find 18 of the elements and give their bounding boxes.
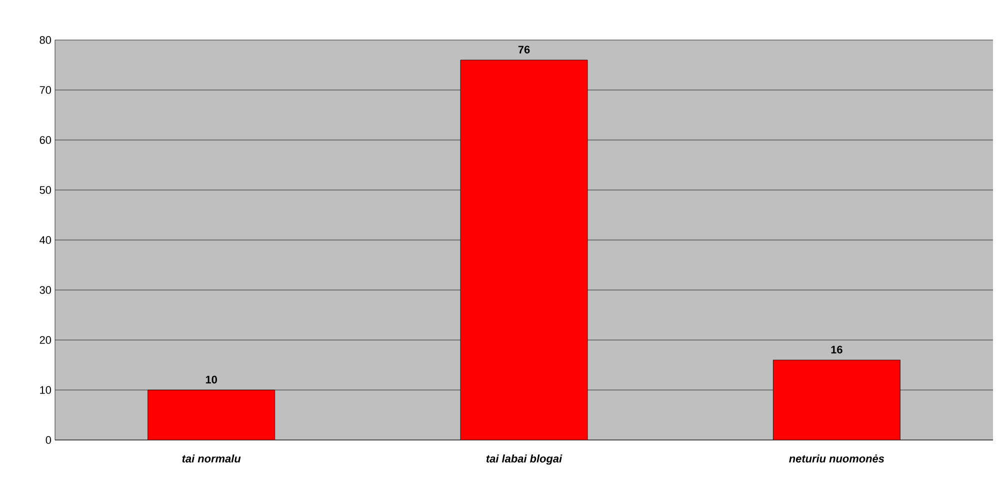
x-tick-label: tai normalu <box>182 454 241 463</box>
y-tick-label: 70 <box>40 86 52 94</box>
x-tick-label: tai labai blogai <box>486 454 562 465</box>
data-label: 76 <box>518 46 530 54</box>
bar <box>460 60 588 440</box>
x-tick-label: neturiu nuomonės <box>789 454 884 463</box>
bar <box>772 360 900 440</box>
y-tick-label: 30 <box>40 286 52 294</box>
y-tick-label: 20 <box>40 336 52 344</box>
data-label: 10 <box>206 376 217 384</box>
y-tick-label: 80 <box>40 36 52 44</box>
bar <box>148 390 276 440</box>
y-tick-label: 10 <box>40 386 52 394</box>
y-tick-label: 0 <box>46 436 52 444</box>
y-tick-label: 40 <box>40 236 52 244</box>
y-tick-label: 50 <box>40 186 52 194</box>
data-label: 16 <box>831 346 842 354</box>
y-tick-label: 60 <box>40 136 52 144</box>
